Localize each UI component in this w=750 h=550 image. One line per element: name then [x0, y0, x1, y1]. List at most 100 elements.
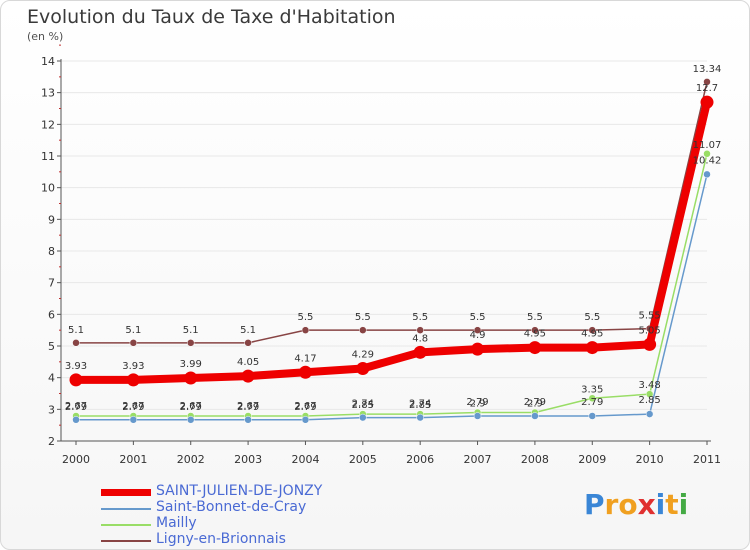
data-point [473, 412, 482, 420]
data-label: 2.74 [409, 399, 431, 410]
data-label: 5.5 [355, 312, 371, 323]
data-point [184, 371, 198, 385]
y-tick-label: 13 [41, 87, 55, 100]
data-label: 3.35 [581, 384, 603, 395]
chart-title: Evolution du Taux de Taxe d'Habitation [27, 6, 396, 28]
data-point [585, 341, 599, 355]
data-point [531, 326, 539, 334]
data-point [241, 369, 255, 383]
legend-swatch [101, 524, 151, 526]
data-point [359, 326, 367, 334]
y-tick-label: 4 [48, 372, 55, 385]
data-label: 3.93 [122, 361, 144, 372]
legend-label: Mailly [156, 515, 197, 531]
data-point [186, 339, 195, 347]
data-point [244, 339, 252, 347]
data-label: 2.79 [466, 397, 488, 408]
x-tick-label: 2003 [234, 453, 262, 466]
brand-letter: o [618, 488, 638, 521]
x-tick-label: 2000 [62, 453, 90, 466]
x-tick-label: 2007 [464, 453, 492, 466]
data-label: 5.1 [68, 325, 84, 336]
x-tick-label: 2001 [119, 453, 147, 466]
x-tick-label: 2006 [406, 453, 434, 466]
brand-letter: P [584, 488, 605, 521]
data-point [703, 78, 711, 86]
proxiti-logo: Proxiti [584, 488, 688, 521]
data-label: 3.48 [639, 380, 661, 391]
brand-letter: i [678, 488, 689, 521]
data-point [301, 416, 310, 424]
data-label: 10.42 [693, 155, 722, 166]
data-point [298, 365, 312, 379]
x-tick-label: 2002 [177, 453, 205, 466]
x-tick-label: 2011 [693, 453, 721, 466]
data-label: 2.9 [470, 399, 486, 410]
brand-letter: i [655, 488, 666, 521]
y-tick-label: 6 [48, 308, 55, 321]
data-point [700, 95, 714, 109]
brand-letter: t [665, 488, 679, 521]
x-tick-label: 2010 [636, 453, 664, 466]
data-point [69, 373, 83, 387]
data-label: 4.17 [294, 353, 316, 364]
data-label: 2.79 [524, 397, 546, 408]
brand-letter: x [637, 488, 656, 521]
data-label: 4.29 [352, 349, 374, 360]
legend-swatch [101, 489, 151, 496]
data-point [72, 416, 80, 424]
data-label: 12.7 [696, 83, 718, 94]
data-label: 4.8 [412, 333, 428, 344]
data-label: 5.55 [639, 311, 661, 322]
data-point [356, 361, 370, 375]
data-label: 13.34 [693, 64, 722, 75]
data-label: 2.85 [639, 395, 661, 406]
y-tick-label: 14 [41, 55, 55, 68]
legend-label: Saint-Bonnet-de-Cray [156, 499, 307, 515]
data-label: 2.74 [352, 399, 374, 410]
data-label: 5.1 [183, 325, 199, 336]
data-point [416, 326, 424, 334]
data-label: 2.67 [122, 401, 144, 412]
y-tick-label: 8 [48, 245, 55, 258]
y-tick-label: 11 [41, 150, 55, 163]
data-label: 3.93 [65, 361, 87, 372]
data-point [643, 337, 657, 351]
series-line [75, 81, 708, 344]
data-point [528, 341, 542, 355]
data-label: 4.05 [237, 357, 259, 368]
x-tick-label: 2004 [291, 453, 319, 466]
data-point [531, 412, 539, 420]
data-label: 2.67 [294, 401, 316, 412]
data-label: 2.85 [409, 400, 431, 411]
data-point [186, 416, 195, 424]
series-line [72, 98, 711, 384]
data-label: 2.67 [237, 401, 259, 412]
x-tick-label: 2005 [349, 453, 377, 466]
y-tick-label: 5 [48, 340, 55, 353]
series-line [75, 173, 708, 421]
data-point [129, 416, 138, 424]
data-label: 4.9 [470, 330, 486, 341]
data-label: 2.67 [180, 401, 202, 412]
data-point [588, 326, 597, 334]
series-line [75, 153, 708, 417]
data-point [471, 342, 485, 356]
data-point [473, 326, 482, 334]
data-label: 2.79 [294, 402, 316, 413]
data-label: 2.67 [65, 401, 87, 412]
data-point [129, 339, 138, 347]
data-point [413, 345, 427, 359]
data-label: 5.5 [412, 312, 428, 323]
data-label: 2.79 [122, 402, 144, 413]
data-point [588, 394, 597, 402]
data-label: 2.79 [65, 402, 87, 413]
data-label: 3.99 [180, 359, 202, 370]
x-tick-label: 2009 [578, 453, 606, 466]
data-label: 2.79 [581, 397, 603, 408]
data-label: 5.5 [470, 312, 486, 323]
y-tick-label: 10 [41, 182, 55, 195]
data-point [301, 326, 310, 334]
